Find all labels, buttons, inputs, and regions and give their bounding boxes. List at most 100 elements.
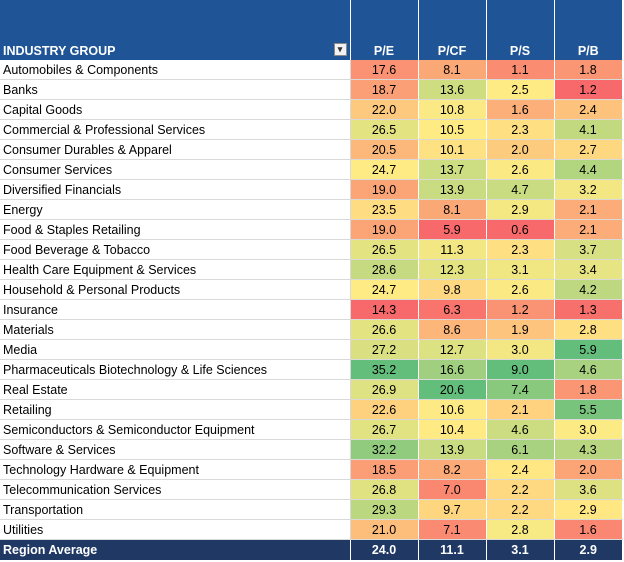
- pe-cell[interactable]: 26.6: [350, 319, 419, 340]
- pe-cell[interactable]: 17.6: [350, 60, 419, 80]
- industry-name-cell[interactable]: Food & Staples Retailing: [0, 219, 351, 240]
- pb-cell[interactable]: 1.8: [554, 60, 623, 80]
- pcf-header[interactable]: P/CF: [417, 41, 486, 60]
- ps-cell[interactable]: 4.7: [486, 179, 555, 200]
- pcf-cell[interactable]: 8.6: [418, 319, 487, 340]
- pe-cell[interactable]: 19.0: [350, 179, 419, 200]
- pe-cell[interactable]: 29.3: [350, 499, 419, 520]
- industry-name-cell[interactable]: Technology Hardware & Equipment: [0, 459, 351, 480]
- pcf-cell[interactable]: 8.2: [418, 459, 487, 480]
- industry-name-cell[interactable]: Utilities: [0, 519, 351, 540]
- industry-name-cell[interactable]: Consumer Services: [0, 159, 351, 180]
- ps-cell[interactable]: 3.0: [486, 339, 555, 360]
- industry-group-header[interactable]: INDUSTRY GROUP ▾: [0, 41, 351, 60]
- pb-cell[interactable]: 2.8: [554, 319, 623, 340]
- ps-cell[interactable]: 1.6: [486, 99, 555, 120]
- industry-name-cell[interactable]: Transportation: [0, 499, 351, 520]
- ps-cell[interactable]: 1.1: [486, 60, 555, 80]
- pcf-cell[interactable]: 10.5: [418, 119, 487, 140]
- industry-name-cell[interactable]: Food Beverage & Tobacco: [0, 239, 351, 260]
- pcf-cell[interactable]: 13.6: [418, 79, 487, 100]
- pb-header[interactable]: P/B: [553, 41, 622, 60]
- pe-cell[interactable]: 24.7: [350, 159, 419, 180]
- pe-cell[interactable]: 26.5: [350, 239, 419, 260]
- pb-cell[interactable]: 4.2: [554, 279, 623, 300]
- pcf-cell[interactable]: 20.6: [418, 379, 487, 400]
- pe-cell[interactable]: 20.5: [350, 139, 419, 160]
- ps-cell[interactable]: 2.1: [486, 399, 555, 420]
- pcf-cell[interactable]: 8.1: [418, 199, 487, 220]
- pb-cell[interactable]: 5.9: [554, 339, 623, 360]
- ps-cell[interactable]: 9.0: [486, 359, 555, 380]
- ps-cell[interactable]: 2.8: [486, 519, 555, 540]
- pb-cell[interactable]: 3.2: [554, 179, 623, 200]
- industry-name-cell[interactable]: Semiconductors & Semiconductor Equipment: [0, 419, 351, 440]
- pe-cell[interactable]: 35.2: [350, 359, 419, 380]
- ps-cell[interactable]: 1.2: [486, 299, 555, 320]
- pcf-cell[interactable]: 12.7: [418, 339, 487, 360]
- pb-cell[interactable]: 2.1: [554, 199, 623, 220]
- pcf-cell[interactable]: 13.9: [418, 439, 487, 460]
- pcf-cell[interactable]: 13.9: [418, 179, 487, 200]
- industry-name-cell[interactable]: Materials: [0, 319, 351, 340]
- pe-cell[interactable]: 26.8: [350, 479, 419, 500]
- pcf-cell[interactable]: 12.3: [418, 259, 487, 280]
- pe-cell[interactable]: 14.3: [350, 299, 419, 320]
- pcf-cell[interactable]: 6.3: [418, 299, 487, 320]
- ps-cell[interactable]: 2.2: [486, 499, 555, 520]
- pb-cell[interactable]: 4.3: [554, 439, 623, 460]
- ps-cell[interactable]: 2.6: [486, 279, 555, 300]
- industry-name-cell[interactable]: Insurance: [0, 299, 351, 320]
- pe-cell[interactable]: 22.0: [350, 99, 419, 120]
- pe-cell[interactable]: 28.6: [350, 259, 419, 280]
- pcf-cell[interactable]: 7.1: [418, 519, 487, 540]
- pb-cell[interactable]: 4.6: [554, 359, 623, 380]
- pe-cell[interactable]: 26.9: [350, 379, 419, 400]
- pe-cell[interactable]: 27.2: [350, 339, 419, 360]
- industry-name-cell[interactable]: Automobiles & Components: [0, 60, 351, 80]
- industry-name-cell[interactable]: Telecommunication Services: [0, 479, 351, 500]
- pb-cell[interactable]: 3.4: [554, 259, 623, 280]
- industry-name-cell[interactable]: Retailing: [0, 399, 351, 420]
- pe-cell[interactable]: 23.5: [350, 199, 419, 220]
- pcf-cell[interactable]: 10.6: [418, 399, 487, 420]
- pb-cell[interactable]: 2.4: [554, 99, 623, 120]
- pe-cell[interactable]: 24.7: [350, 279, 419, 300]
- ps-cell[interactable]: 2.4: [486, 459, 555, 480]
- ps-cell[interactable]: 2.2: [486, 479, 555, 500]
- ps-cell[interactable]: 2.6: [486, 159, 555, 180]
- pcf-cell[interactable]: 13.7: [418, 159, 487, 180]
- industry-name-cell[interactable]: Software & Services: [0, 439, 351, 460]
- pcf-cell[interactable]: 10.8: [418, 99, 487, 120]
- ps-cell[interactable]: 0.6: [486, 219, 555, 240]
- industry-name-cell[interactable]: Pharmaceuticals Biotechnology & Life Sci…: [0, 359, 351, 380]
- industry-name-cell[interactable]: Capital Goods: [0, 99, 351, 120]
- ps-cell[interactable]: 2.9: [486, 199, 555, 220]
- industry-name-cell[interactable]: Household & Personal Products: [0, 279, 351, 300]
- pb-cell[interactable]: 2.1: [554, 219, 623, 240]
- industry-name-cell[interactable]: Diversified Financials: [0, 179, 351, 200]
- pcf-cell[interactable]: 16.6: [418, 359, 487, 380]
- ps-cell[interactable]: 2.3: [486, 119, 555, 140]
- pb-cell[interactable]: 3.0: [554, 419, 623, 440]
- pe-cell[interactable]: 18.5: [350, 459, 419, 480]
- industry-name-cell[interactable]: Real Estate: [0, 379, 351, 400]
- pb-cell[interactable]: 4.4: [554, 159, 623, 180]
- ps-cell[interactable]: 6.1: [486, 439, 555, 460]
- pcf-cell[interactable]: 10.1: [418, 139, 487, 160]
- pb-cell[interactable]: 3.7: [554, 239, 623, 260]
- pe-cell[interactable]: 26.7: [350, 419, 419, 440]
- pb-cell[interactable]: 1.3: [554, 299, 623, 320]
- pe-cell[interactable]: 22.6: [350, 399, 419, 420]
- ps-cell[interactable]: 4.6: [486, 419, 555, 440]
- pcf-cell[interactable]: 5.9: [418, 219, 487, 240]
- ps-header[interactable]: P/S: [485, 41, 554, 60]
- pe-cell[interactable]: 32.2: [350, 439, 419, 460]
- pe-cell[interactable]: 26.5: [350, 119, 419, 140]
- pb-cell[interactable]: 3.6: [554, 479, 623, 500]
- ps-cell[interactable]: 7.4: [486, 379, 555, 400]
- pb-cell[interactable]: 1.8: [554, 379, 623, 400]
- pe-cell[interactable]: 21.0: [350, 519, 419, 540]
- pcf-cell[interactable]: 9.8: [418, 279, 487, 300]
- ps-cell[interactable]: 2.5: [486, 79, 555, 100]
